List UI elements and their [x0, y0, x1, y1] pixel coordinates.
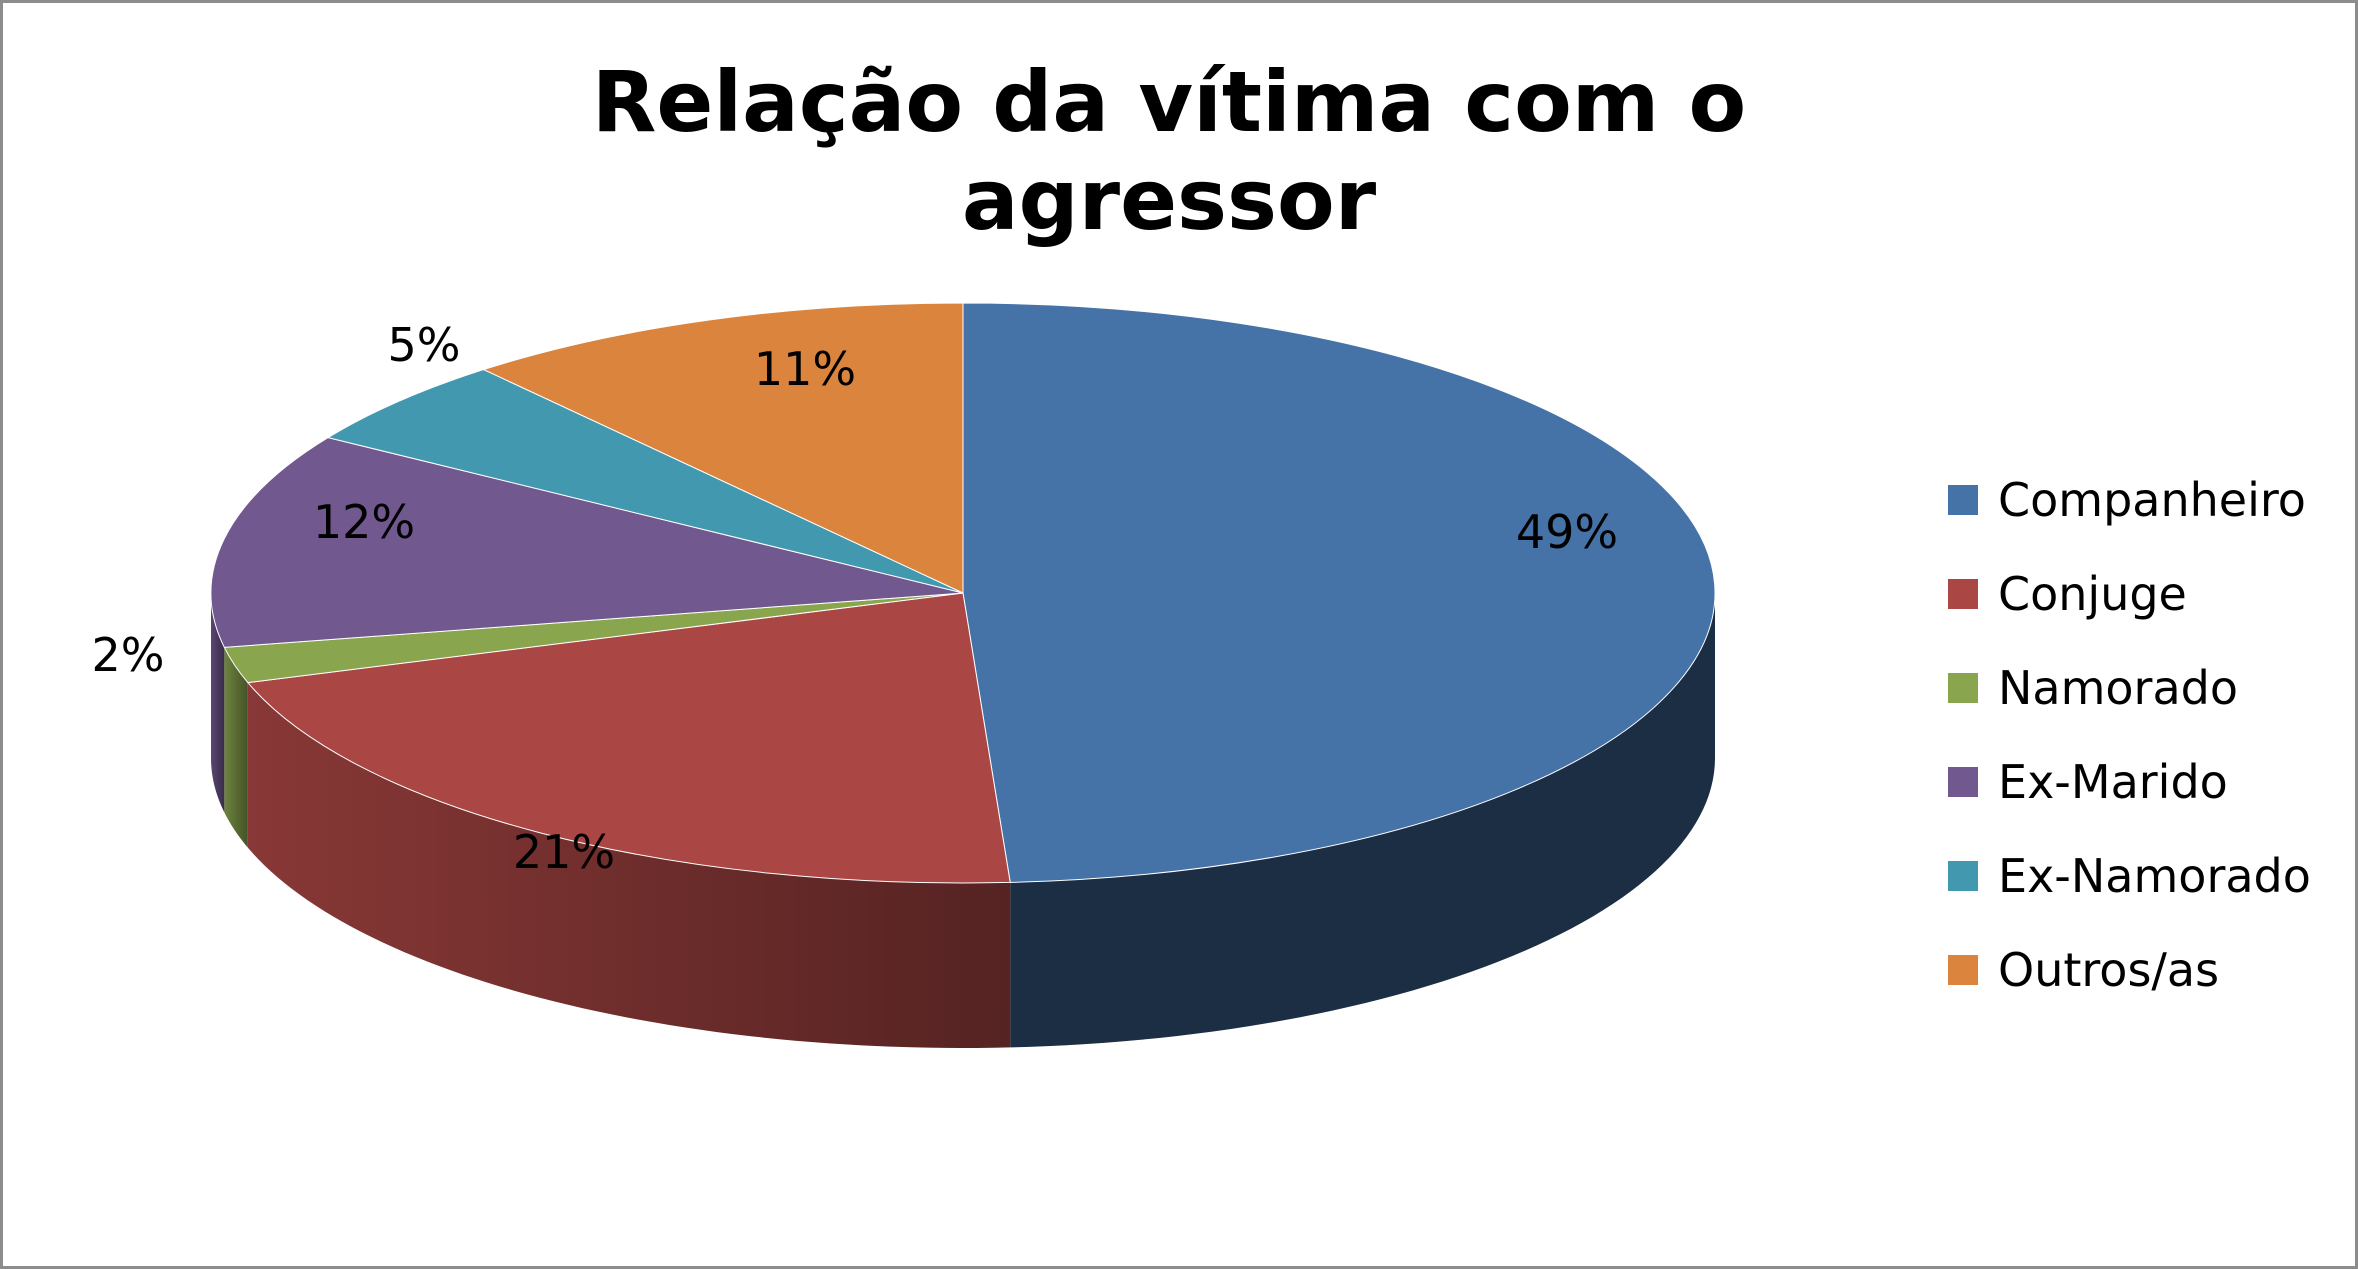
legend-item: Ex-Marido [1948, 735, 2311, 829]
legend-item: Companheiro [1948, 453, 2311, 547]
legend-swatch [1948, 861, 1978, 891]
legend-label: Ex-Marido [1998, 755, 2228, 809]
legend-swatch [1948, 485, 1978, 515]
legend-item: Namorado [1948, 641, 2311, 735]
legend-item: Ex-Namorado [1948, 829, 2311, 923]
legend-swatch [1948, 955, 1978, 985]
pie-slice-conjuge [246, 592, 1011, 884]
pie-plot: 49% 21% 2% 12% 5% 11% [92, 302, 1716, 1048]
legend-swatch [1948, 579, 1978, 609]
legend-swatch [1948, 673, 1978, 703]
data-label: 5% [388, 318, 461, 372]
data-label: 49% [1516, 505, 1618, 559]
pie-slice-ex-namorado [326, 369, 964, 594]
pie-slice-ex-marido [210, 437, 964, 648]
data-label: 21% [513, 825, 615, 879]
legend: Companheiro Conjuge Namorado Ex-Marido Ex-Na… [1948, 453, 2311, 1017]
legend-label: Outros/as [1998, 943, 2220, 997]
legend-label: Namorado [1998, 661, 2238, 715]
chart-title: Relação da vítima com o agressor [591, 53, 1747, 249]
data-label: 11% [754, 342, 856, 396]
pie-side-conjuge [247, 682, 1011, 1048]
legend-label: Conjuge [1998, 567, 2187, 621]
legend-item: Conjuge [1948, 547, 2311, 641]
pie-slice-companheiro [962, 302, 1716, 883]
legend-item: Outros/as [1948, 923, 2311, 1017]
pie-side-ex-marido [211, 593, 225, 813]
pie-side-namorado [224, 647, 248, 848]
pie-side-companheiro [1010, 593, 1715, 1048]
data-label: 2% [92, 628, 165, 682]
data-label: 12% [313, 495, 415, 549]
legend-label: Companheiro [1998, 473, 2306, 527]
legend-label: Ex-Namorado [1998, 849, 2311, 903]
pie-slice-outros-as [482, 302, 964, 594]
legend-swatch [1948, 767, 1978, 797]
